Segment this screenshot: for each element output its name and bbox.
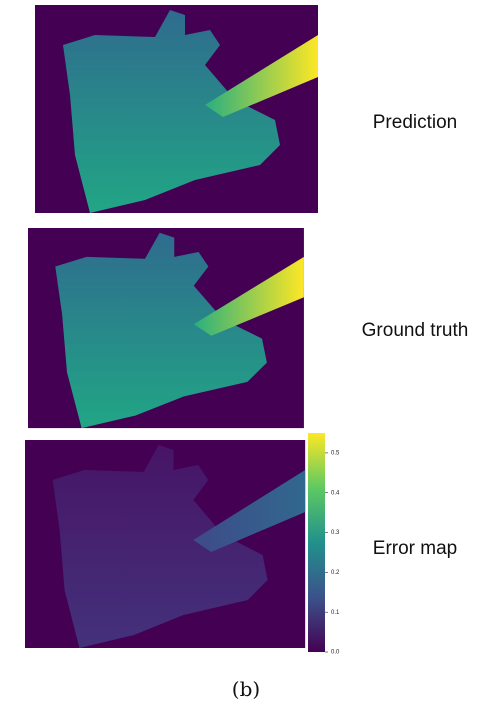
panel-label: Prediction [373,112,458,133]
colorbar [308,433,325,652]
caption: (b) [232,677,260,701]
panel-label: Error map [373,538,457,559]
ground-truth-image [28,228,304,428]
colorbar-tick-label: 0.0 [331,650,340,656]
figure: Prediction Ground truth Error map (b) 0.… [0,0,492,715]
prediction-image [35,5,318,213]
colorbar-tick-label: 0.4 [331,490,340,496]
colorbar-tick-label: 0.2 [331,570,340,576]
panel-label: Ground truth [362,320,469,341]
colorbar-tick-label: 0.3 [331,530,340,536]
error-map-image [25,440,305,648]
colorbar-tick-label: 0.1 [331,610,340,616]
colorbar-tick-label: 0.5 [331,450,340,456]
